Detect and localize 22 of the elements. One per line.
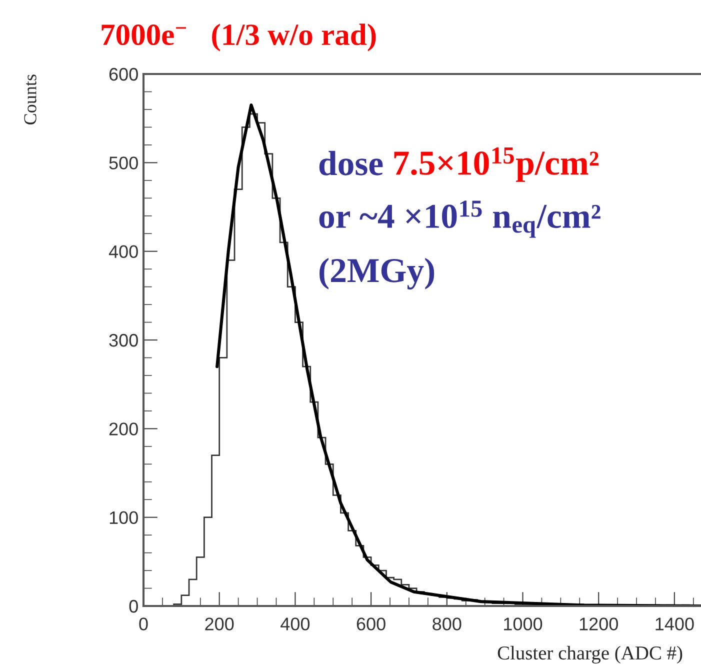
annotation: (2MGy) <box>320 258 434 290</box>
x-tick-label: 1200 <box>580 618 618 630</box>
x-axis-title: Cluster charge (ADC #) <box>498 646 682 664</box>
x-tick-label: 800 <box>432 618 462 630</box>
y-tick-label: 100 <box>110 511 138 524</box>
y-axis-title: Counts <box>24 74 36 124</box>
y-tick-label: 300 <box>109 334 138 347</box>
annotation: or ~4 ×10$^{15}$ n$_{eq}$/cm² <box>319 200 600 238</box>
y-tick-label: 600 <box>109 68 138 81</box>
y-tick-label: 0 <box>129 600 138 613</box>
chart-title: 7000e$^{−}$ (1/3 w/o rad) <box>102 24 376 52</box>
x-tick-label: 0 <box>139 618 148 630</box>
annotation: 7.5×10$^{15}$p/cm² <box>394 147 598 182</box>
x-tick-label: 1000 <box>504 618 542 630</box>
x-tick-label: 400 <box>280 618 310 630</box>
y-tick-label: 500 <box>109 156 138 170</box>
x-tick-label: 200 <box>205 618 234 630</box>
y-tick-label: 200 <box>109 422 138 436</box>
y-tick-label: 400 <box>108 245 138 258</box>
x-tick-label: 600 <box>356 618 386 630</box>
annotation: dose <box>319 150 383 176</box>
x-tick-label: 1400 <box>656 618 694 630</box>
